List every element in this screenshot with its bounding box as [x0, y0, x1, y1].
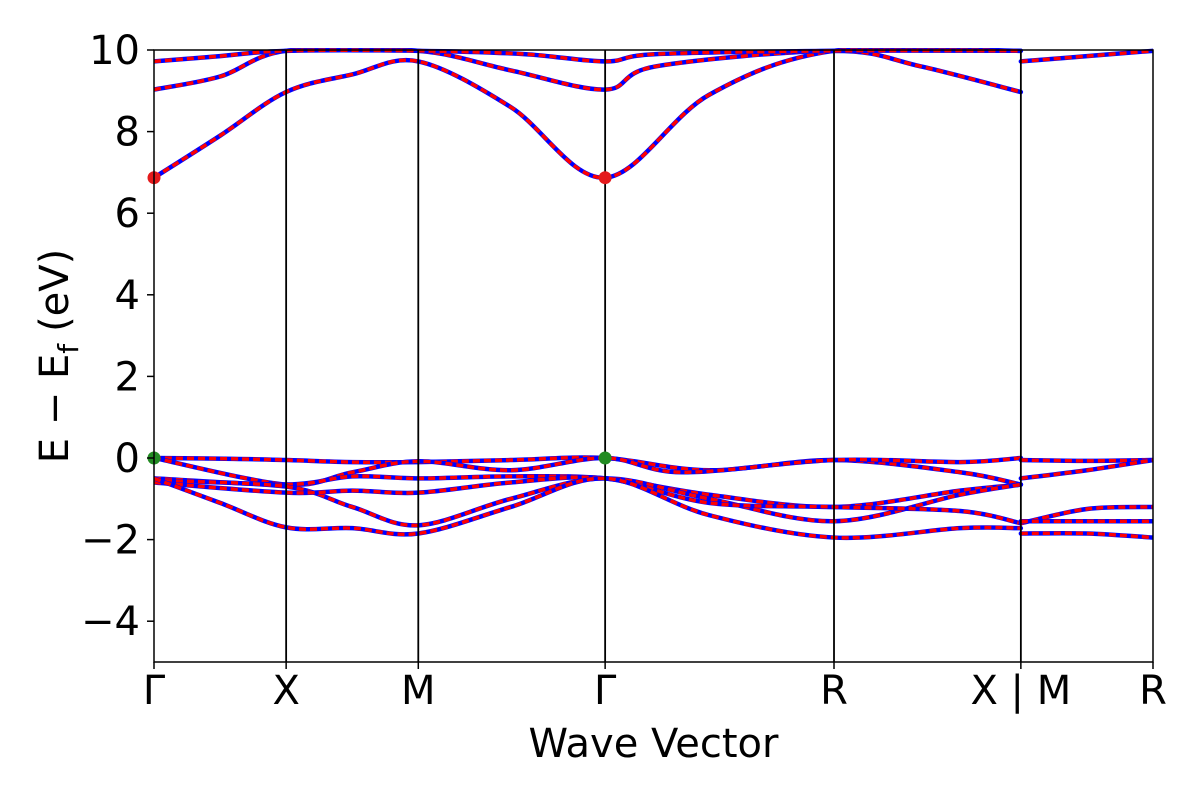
- band-line-main-1: [154, 48, 1024, 95]
- band-line-main-7: [154, 475, 1024, 526]
- band-line-tail-11: [1018, 457, 1153, 481]
- band-line-main-8: [154, 476, 1024, 541]
- x-tick-label-0: Γ: [143, 668, 166, 714]
- y-axis-label: E − Ef (eV): [32, 249, 85, 464]
- band-line-tail-9: [1018, 48, 1153, 64]
- x-axis-label: Wave Vector: [529, 721, 780, 767]
- x-tick-label-1: X: [272, 668, 299, 714]
- band-line-tail-14: [1018, 530, 1153, 540]
- x-tick-label-5: X | M: [970, 668, 1071, 714]
- band-line-main-0: [154, 48, 1024, 180]
- y-tick-label-5: 6: [115, 191, 140, 237]
- x-tick-label-6: R: [1139, 668, 1167, 714]
- band-line-tail-10: [1018, 457, 1153, 464]
- y-tick-label-3: 2: [115, 354, 140, 400]
- y-axis-ticks: −4 −2 0 2 4 6 8 10: [81, 28, 154, 645]
- plot-frame: [153, 49, 1154, 663]
- bands-layer: [154, 48, 1153, 541]
- extrema-markers: [147, 171, 612, 465]
- vbm-marker-3: [598, 451, 612, 465]
- y-axis-label-main: E − E: [32, 354, 78, 464]
- high-symmetry-lines: [285, 50, 1022, 662]
- y-axis-label-unit: (eV): [32, 249, 78, 332]
- y-tick-label-7: 10: [89, 28, 140, 74]
- y-tick-label-2: 0: [115, 436, 140, 482]
- y-tick-label-0: −4: [81, 599, 140, 645]
- y-tick-label-1: −2: [81, 518, 140, 564]
- x-tick-label-2: M: [401, 668, 436, 714]
- x-tick-label-4: R: [820, 668, 848, 714]
- cbm-marker-1: [598, 171, 612, 185]
- x-axis-ticks: Γ X M Γ R X | M R: [143, 662, 1167, 714]
- x-tick-label-3: Γ: [594, 668, 617, 714]
- band-line-main-2: [154, 48, 1024, 64]
- y-tick-label-4: 4: [115, 273, 140, 319]
- y-axis-label-subscript: f: [52, 343, 85, 354]
- y-tick-label-6: 8: [115, 110, 140, 156]
